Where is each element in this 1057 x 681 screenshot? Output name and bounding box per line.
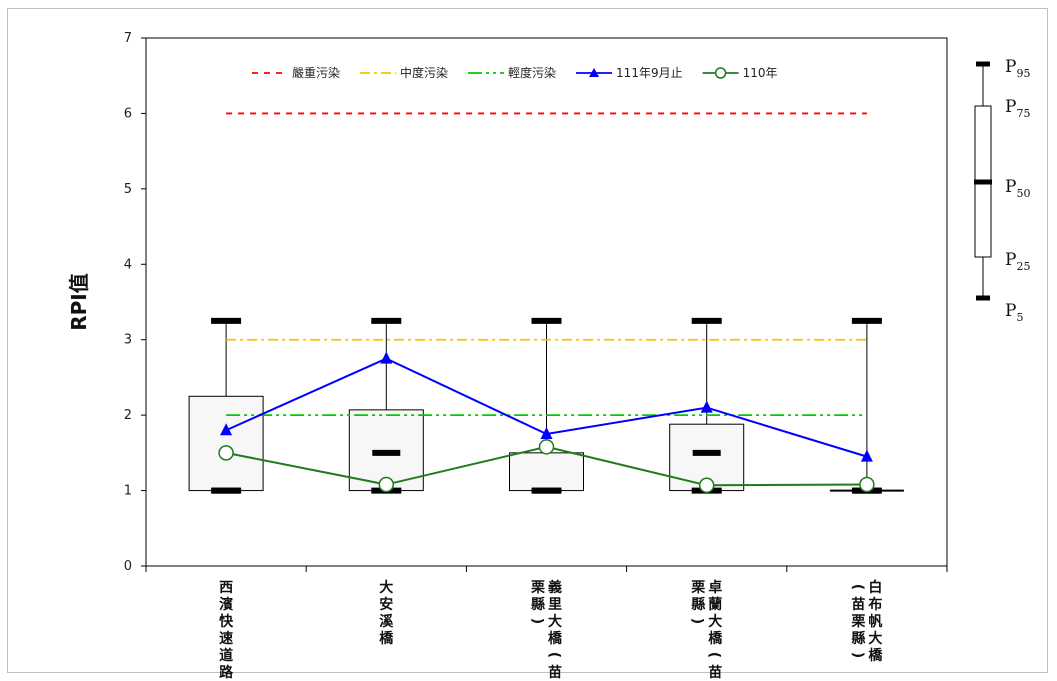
data-point-triangle bbox=[700, 400, 713, 413]
x-category-label-char: 濱 bbox=[219, 596, 233, 613]
series-2 bbox=[218, 439, 875, 494]
x-category-label-char: 蘭 bbox=[708, 596, 722, 613]
x-category-label-char: 布 bbox=[868, 596, 882, 613]
data-point-circle bbox=[378, 476, 395, 493]
y-tick-label: 1 bbox=[124, 484, 132, 499]
legend-label: 110年 bbox=[743, 66, 778, 80]
x-category-label-char: 橋 bbox=[868, 647, 883, 664]
key-label: P75 bbox=[1005, 97, 1030, 120]
x-category-label-char: 溪 bbox=[379, 613, 394, 630]
legend-item: 輕度污染 bbox=[468, 65, 556, 80]
legend-item: 嚴重污染 bbox=[252, 65, 340, 80]
x-category-label-char: 卓 bbox=[708, 579, 722, 596]
data-point-triangle bbox=[380, 351, 393, 364]
data-point-triangle bbox=[540, 427, 553, 439]
x-category-label-char: 道 bbox=[219, 647, 233, 664]
x-category-label-char: 義 bbox=[548, 579, 562, 596]
legend-item: 111年9月止 bbox=[576, 66, 683, 80]
legend-item: 中度污染 bbox=[360, 65, 448, 80]
key-label-subscript: 5 bbox=[1016, 311, 1023, 324]
legend-label: 111年9月止 bbox=[616, 66, 683, 80]
x-category-label-char: 苗 bbox=[708, 664, 722, 681]
x-category-label-char: 橋 bbox=[708, 630, 723, 647]
percentile-key: P95 P75 P50 P25 P5 bbox=[974, 57, 1030, 324]
data-point-triangle bbox=[220, 423, 233, 436]
x-category-label-char: ) bbox=[849, 652, 865, 658]
x-category-label-char: 安 bbox=[379, 596, 393, 613]
x-category-label-char: 縣 bbox=[691, 596, 705, 613]
x-category-label-char: 苗 bbox=[851, 596, 865, 613]
box-iqr bbox=[188, 395, 264, 492]
key-label: P50 bbox=[1005, 177, 1030, 200]
x-category-label-char: 大 bbox=[708, 613, 722, 630]
data-point-circle bbox=[698, 477, 715, 494]
x-category-label-char: 縣 bbox=[851, 630, 865, 647]
x-category-label-char: ( bbox=[546, 652, 562, 658]
series-1 bbox=[220, 351, 873, 462]
x-category-label-char: 縣 bbox=[531, 596, 545, 613]
legend-marker-triangle bbox=[589, 68, 600, 77]
legend: 嚴重污染 中度污染 輕度污染 111年9月止 110年 bbox=[252, 65, 778, 80]
key-label-subscript: 25 bbox=[1016, 260, 1030, 273]
x-category-label-char: 西 bbox=[219, 580, 233, 596]
x-category-label-char: ) bbox=[689, 618, 705, 624]
x-category-label-char: 帆 bbox=[868, 613, 882, 630]
x-category-label-char: 橋 bbox=[548, 630, 563, 647]
key-label-subscript: 50 bbox=[1016, 187, 1030, 200]
legend-label: 嚴重污染 bbox=[292, 65, 340, 80]
data-point-circle bbox=[538, 439, 555, 455]
x-category-label-char: 苗 bbox=[548, 664, 562, 681]
legend-label: 中度污染 bbox=[400, 65, 448, 80]
x-category-label-char: 栗 bbox=[531, 580, 546, 596]
x-category-label-char: 里 bbox=[548, 597, 562, 613]
legend-label: 輕度污染 bbox=[508, 65, 556, 80]
y-tick-label: 5 bbox=[124, 182, 132, 197]
key-label: P95 bbox=[1005, 57, 1030, 80]
box-iqr bbox=[509, 452, 584, 492]
y-tick-label: 2 bbox=[124, 408, 132, 423]
y-tick-label: 0 bbox=[124, 559, 132, 574]
y-tick-label: 6 bbox=[124, 106, 132, 121]
y-tick-label: 4 bbox=[124, 257, 132, 272]
x-category-label-char: ( bbox=[706, 652, 722, 658]
legend-marker-circle bbox=[714, 67, 727, 79]
data-point-circle bbox=[218, 445, 234, 461]
x-category-label-char: 白 bbox=[868, 579, 882, 596]
x-category-label-char: ( bbox=[849, 584, 865, 590]
x-category-label-char: 栗 bbox=[691, 580, 706, 596]
y-tick-label: 7 bbox=[124, 31, 132, 46]
x-category-label-char: 大 bbox=[868, 630, 882, 647]
x-category-label-char: 快 bbox=[219, 613, 234, 630]
box-1 bbox=[188, 317, 264, 494]
x-category-label-char: 栗 bbox=[851, 614, 866, 630]
data-point-triangle bbox=[860, 449, 873, 462]
key-label: P5 bbox=[1005, 301, 1023, 324]
key-label-subscript: 95 bbox=[1016, 67, 1030, 80]
x-category-label-char: ) bbox=[529, 618, 545, 624]
x-category-label-char: 橋 bbox=[379, 630, 394, 647]
x-category-label-char: 路 bbox=[219, 664, 234, 681]
data-point-circle bbox=[859, 476, 875, 493]
y-axis-label: RPI值 bbox=[67, 273, 91, 331]
legend-item: 110年 bbox=[702, 66, 778, 80]
key-label: P25 bbox=[1005, 250, 1030, 273]
key-label-subscript: 75 bbox=[1016, 107, 1030, 120]
box-3 bbox=[509, 317, 584, 494]
x-category-label-char: 速 bbox=[219, 630, 233, 647]
x-category-label-char: 大 bbox=[379, 579, 393, 596]
x-category-label-char: 大 bbox=[548, 613, 562, 630]
y-tick-label: 3 bbox=[124, 333, 132, 348]
